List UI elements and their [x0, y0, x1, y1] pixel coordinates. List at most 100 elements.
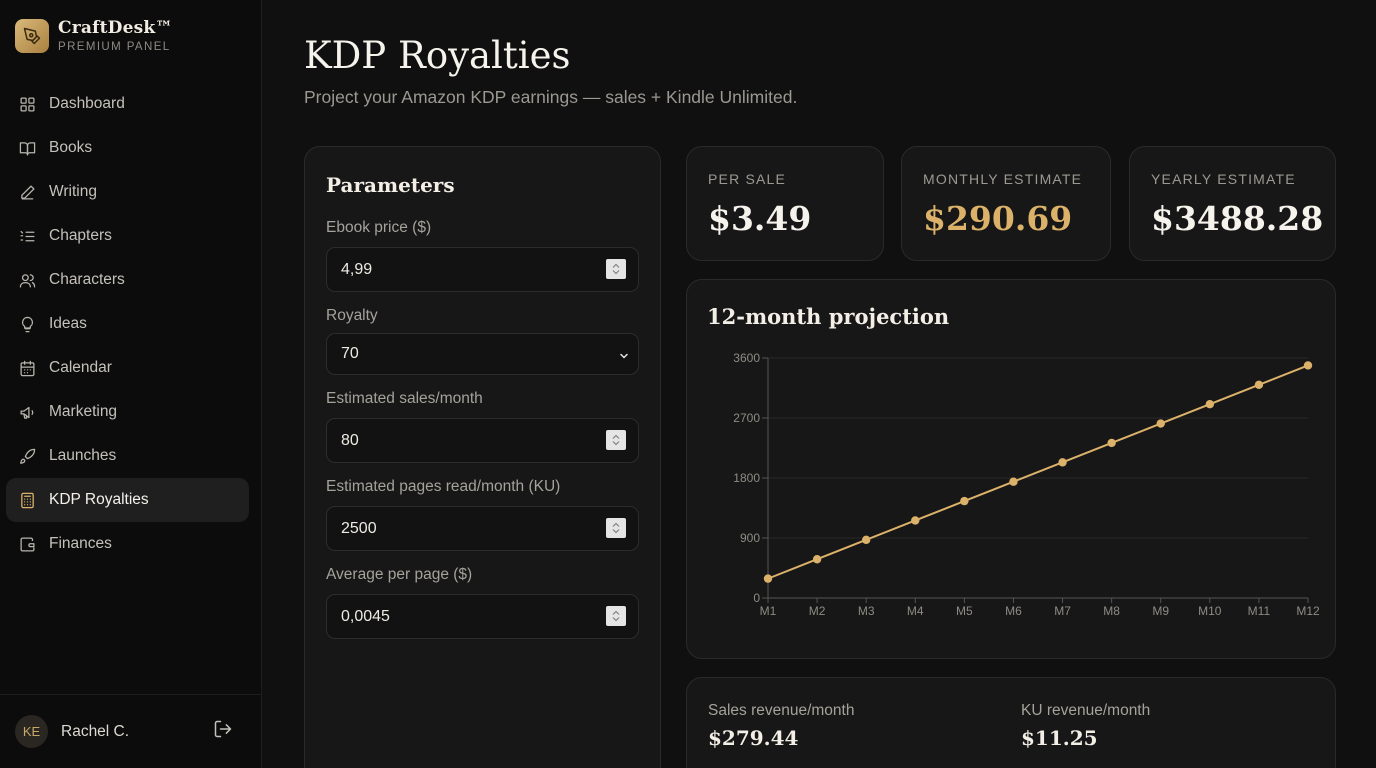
x-tick-label: M7: [1054, 604, 1071, 618]
data-point: [1205, 400, 1215, 409]
data-point: [1107, 438, 1116, 448]
sidebar-item-label: Ideas: [49, 315, 87, 332]
number-spinner-icon[interactable]: [606, 518, 626, 538]
book-icon: [19, 140, 36, 157]
sidebar-item-finances[interactable]: Finances: [6, 522, 249, 566]
yearly-estimate-value: $3488.28: [1151, 199, 1324, 238]
y-tick-label: 3600: [733, 351, 760, 365]
sidebar-item-label: Dashboard: [49, 95, 125, 112]
number-spinner-icon[interactable]: [606, 606, 626, 626]
x-tick-label: M6: [1005, 604, 1022, 618]
sidebar-item-kdp-royalties[interactable]: KDP Royalties: [6, 478, 249, 522]
brand-subtitle: PREMIUM PANEL: [58, 41, 171, 53]
sales-revenue-value: $279.44: [708, 726, 799, 750]
brand[interactable]: CraftDesk™ PREMIUM PANEL: [15, 18, 173, 53]
grid-icon: [19, 96, 36, 113]
sidebar-item-writing[interactable]: Writing: [6, 170, 249, 214]
brand-name: CraftDesk™: [58, 18, 173, 38]
per-page-value: 0,0045: [341, 607, 390, 625]
list-icon: [19, 228, 36, 245]
data-point: [1009, 477, 1018, 486]
sidebar-item-label: Chapters: [49, 227, 112, 244]
series-line: [767, 364, 1309, 580]
data-point: [861, 535, 871, 545]
sidebar-item-calendar[interactable]: Calendar: [6, 346, 249, 390]
yearly-estimate-card: YEARLY ESTIMATE $3488.28: [1129, 146, 1336, 261]
royalty-value: 70: [341, 345, 359, 362]
yearly-estimate-label: YEARLY ESTIMATE: [1151, 171, 1296, 187]
number-spinner-icon[interactable]: [606, 430, 626, 450]
royalty-select[interactable]: 70: [326, 333, 639, 375]
x-tick-label: M12: [1296, 604, 1320, 618]
y-tick-label: 900: [740, 531, 760, 545]
sidebar-item-marketing[interactable]: Marketing: [6, 390, 249, 434]
sidebar-item-books[interactable]: Books: [6, 126, 249, 170]
pages-read-label: Estimated pages read/month (KU): [326, 478, 561, 495]
per-page-label: Average per page ($): [326, 566, 473, 583]
rocket-icon: [19, 448, 36, 465]
royalty-label: Royalty: [326, 307, 378, 324]
monthly-estimate-card: MONTHLY ESTIMATE $290.69: [901, 146, 1111, 261]
user-name: Rachel C.: [61, 722, 130, 740]
per-sale-value: $3.49: [708, 199, 812, 238]
x-tick-label: M2: [809, 604, 826, 618]
logout-icon[interactable]: [213, 719, 233, 739]
avatar[interactable]: KE: [15, 715, 48, 748]
sidebar-nav: Dashboard Books Writing Chapters Charact…: [6, 82, 249, 566]
ebook-price-label: Ebook price ($): [326, 219, 432, 236]
sidebar-item-dashboard[interactable]: Dashboard: [6, 82, 249, 126]
data-point: [911, 516, 920, 525]
y-tick-label: 2700: [733, 411, 760, 425]
user-panel: KE Rachel C.: [0, 694, 261, 768]
sidebar-item-launches[interactable]: Launches: [6, 434, 249, 478]
brand-logo-icon: [15, 18, 49, 53]
pen-icon: [19, 184, 36, 201]
sidebar-item-characters[interactable]: Characters: [6, 258, 249, 302]
x-tick-label: M5: [956, 604, 973, 618]
sidebar-item-label: KDP Royalties: [49, 491, 149, 508]
projection-chart: 0 900 1800 2700 3600 M1 M2 M3 M4 M5 M6 M7 M8 M9 M10 M11…: [733, 351, 1320, 618]
ebook-price-input[interactable]: 4,99: [326, 247, 639, 292]
data-point: [1254, 380, 1264, 390]
sales-month-label: Estimated sales/month: [326, 390, 483, 407]
per-sale-card: PER SALE $3.49: [686, 146, 884, 261]
data-point: [763, 574, 773, 583]
x-tick-label: M1: [760, 604, 777, 618]
chart-title: 12-month projection: [707, 304, 950, 329]
sidebar-item-chapters[interactable]: Chapters: [6, 214, 249, 258]
megaphone-icon: [19, 404, 36, 421]
sales-month-input[interactable]: 80: [326, 418, 639, 463]
sidebar-item-ideas[interactable]: Ideas: [6, 302, 249, 346]
x-tick-label: M3: [858, 604, 875, 618]
monthly-estimate-value: $290.69: [923, 199, 1073, 238]
chevron-down-icon: [618, 349, 630, 361]
calculator-icon: [19, 492, 36, 509]
number-spinner-icon[interactable]: [606, 259, 626, 279]
data-point: [1058, 458, 1067, 467]
sidebar-item-label: Characters: [49, 271, 125, 288]
data-point: [1303, 361, 1313, 370]
pages-read-value: 2500: [341, 519, 377, 537]
projection-chart-card: 12-month projection 0 900 1800 2700 3600 M1 M2…: [686, 279, 1336, 659]
monthly-estimate-label: MONTHLY ESTIMATE: [923, 171, 1083, 187]
wallet-icon: [19, 536, 36, 553]
sales-revenue-label: Sales revenue/month: [708, 702, 855, 719]
parameters-title: Parameters: [326, 173, 455, 197]
pages-read-input[interactable]: 2500: [326, 506, 639, 551]
sidebar-item-label: Launches: [49, 447, 117, 464]
per-sale-label: PER SALE: [708, 171, 787, 187]
data-point: [960, 496, 969, 506]
per-page-input[interactable]: 0,0045: [326, 594, 639, 639]
x-tick-label: M10: [1198, 604, 1222, 618]
calendar-icon: [19, 360, 36, 377]
page-title: KDP Royalties: [304, 34, 571, 77]
x-tick-label: M9: [1152, 604, 1169, 618]
y-tick-label: 0: [753, 591, 760, 605]
ebook-price-value: 4,99: [341, 260, 373, 278]
x-tick-label: M4: [907, 604, 924, 618]
sidebar-item-label: Books: [49, 139, 93, 156]
ku-revenue-value: $11.25: [1021, 726, 1098, 750]
parameters-card: Parameters Ebook price ($) 4,99 Royalty …: [304, 146, 661, 768]
ku-revenue-label: KU revenue/month: [1021, 702, 1151, 719]
sidebar-item-label: Calendar: [49, 359, 112, 376]
